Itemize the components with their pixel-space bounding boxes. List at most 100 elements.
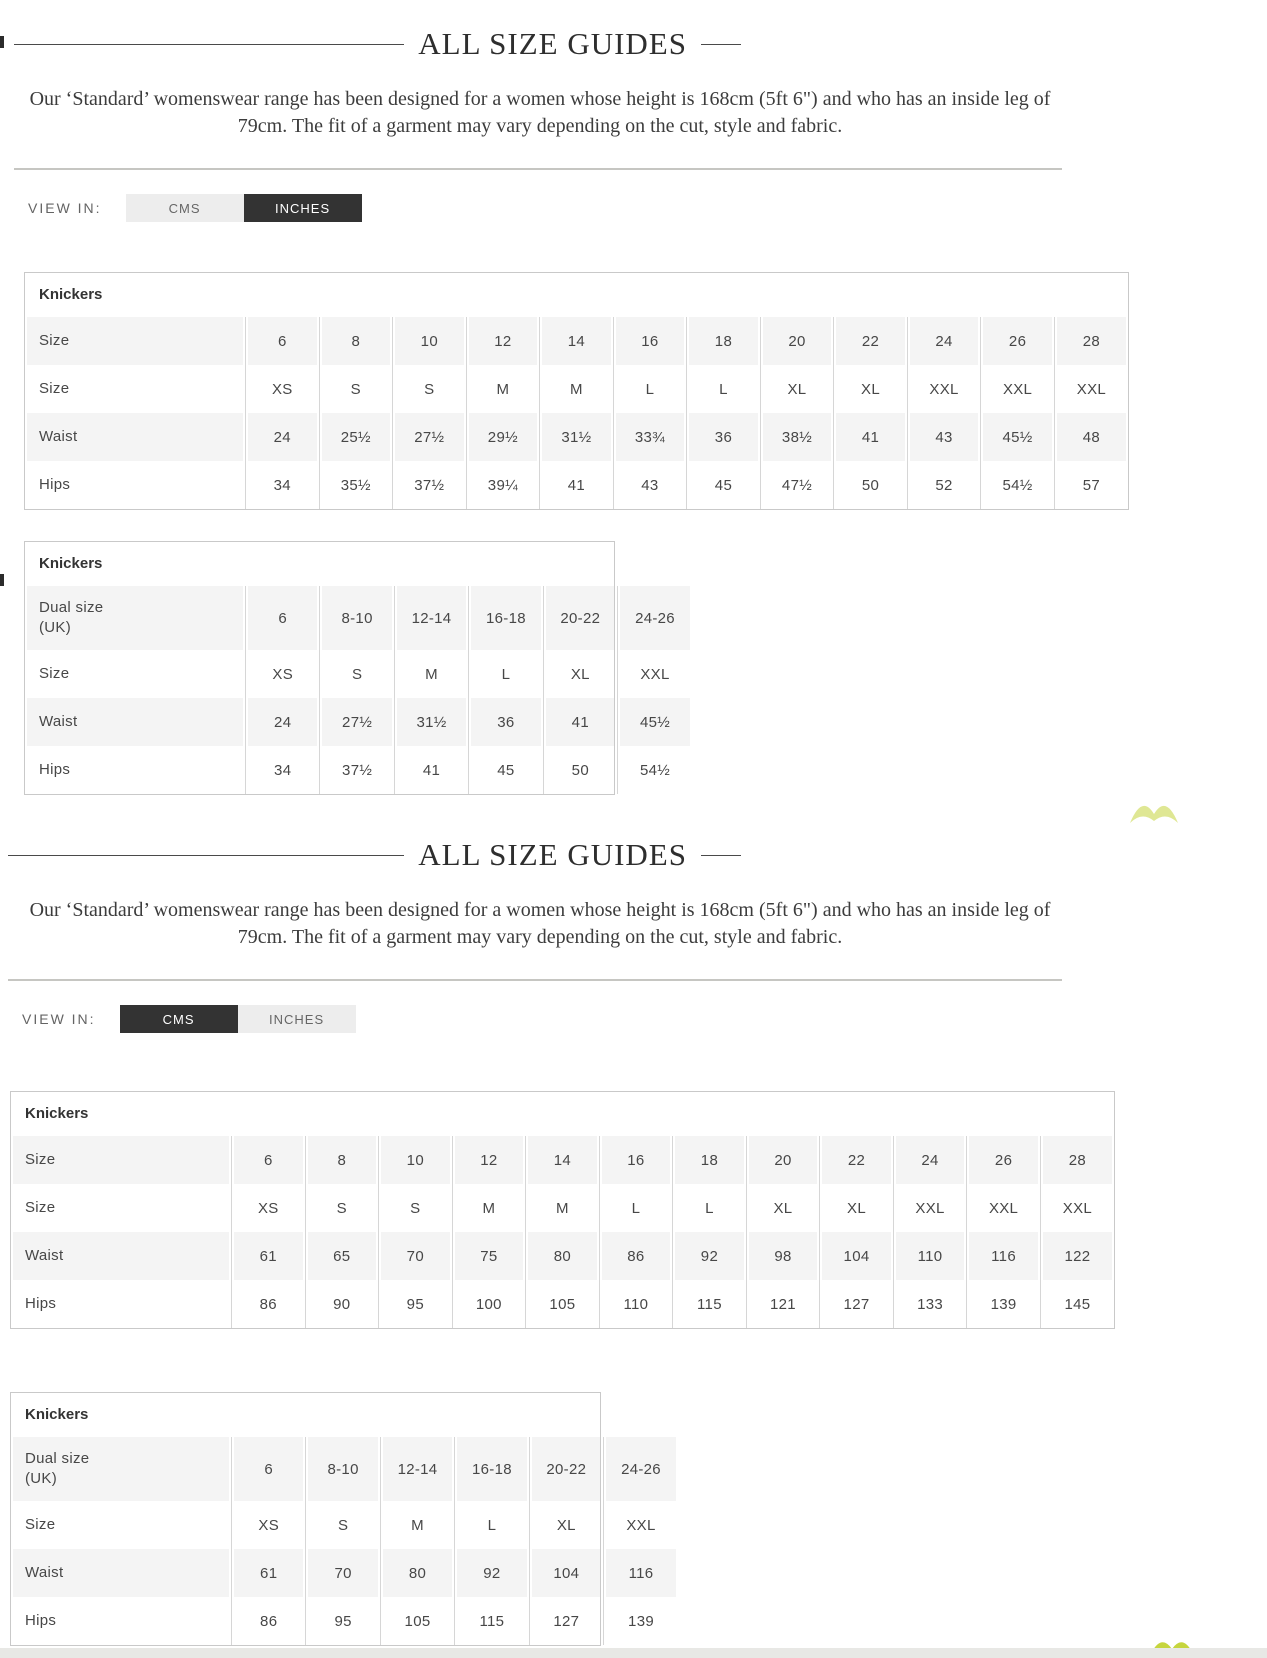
cell-value: 41	[833, 413, 908, 461]
cell-value: 10	[378, 1136, 453, 1184]
cell-value: 139	[966, 1280, 1041, 1328]
cell-value: 127	[819, 1280, 894, 1328]
cell-value: 145	[1039, 1280, 1114, 1328]
row-label: Waist	[25, 698, 246, 746]
cell-value: 28	[1039, 1136, 1114, 1184]
cell-value: 24	[906, 317, 981, 365]
unit-toggle: CMS INCHES	[125, 194, 362, 222]
size-table: Size 6 8 10 12 14 16 18 20 22 24 26 28 Size XS S S M M L L XL…	[11, 1136, 1114, 1328]
cell-value: S	[305, 1501, 381, 1549]
section-divider	[14, 168, 1062, 170]
size-guide-section-cms: ALL SIZE GUIDES Our ‘Standard’ womenswea…	[0, 795, 1115, 1646]
cell-value: S	[318, 365, 393, 413]
cell-value: XL	[542, 650, 618, 698]
cell-value: L	[686, 365, 761, 413]
size-table: Size 6 8 10 12 14 16 18 20 22 24 26 28 Size XS S S M M L L XL…	[25, 317, 1128, 509]
row-label: Hips	[25, 1295, 57, 1312]
cell-value: L	[598, 1184, 673, 1232]
cell-value: XS	[244, 650, 320, 698]
cell-value: 36	[686, 413, 761, 461]
page-title: ALL SIZE GUIDES	[418, 837, 687, 872]
cell-value: 133	[892, 1280, 967, 1328]
cell-value: M	[525, 1184, 600, 1232]
table-row: Waist 24 25½ 27½ 29½ 31½ 33¾ 36 38½ 41 43 45½ 48	[25, 413, 1128, 461]
page-title: ALL SIZE GUIDES	[418, 26, 687, 61]
unit-toggle-group: VIEW IN: CMS INCHES	[28, 194, 1080, 222]
cell-value: 16	[598, 1136, 673, 1184]
table-title: Knickers	[25, 542, 614, 586]
cell-value: 104	[819, 1232, 894, 1280]
table-row: Size XS S M L XL XXL	[25, 650, 692, 698]
cell-value: 139	[603, 1597, 678, 1645]
cell-value: 47½	[759, 461, 834, 509]
cell-value: 38½	[759, 413, 834, 461]
unit-toggle-cms[interactable]: CMS	[119, 1005, 238, 1033]
cell-value: 20	[745, 1136, 820, 1184]
unit-toggle-inches[interactable]: INCHES	[237, 1005, 356, 1033]
cell-value: L	[672, 1184, 747, 1232]
cell-value: XS	[245, 365, 320, 413]
row-label: Dual size (UK)	[11, 1437, 232, 1501]
cell-value: XXL	[906, 365, 981, 413]
cell-value: 6	[230, 1437, 306, 1501]
title-rule-left	[14, 43, 405, 45]
table-title: Knickers	[11, 1092, 1114, 1136]
cell-value: 27½	[319, 698, 395, 746]
cell-value: 110	[892, 1232, 967, 1280]
cell-value: 39¼	[465, 461, 540, 509]
row-label: Hips	[25, 1612, 57, 1629]
cell-value: 16-18	[454, 1437, 530, 1501]
cell-value: 12	[465, 317, 540, 365]
table-row: Waist 24 27½ 31½ 36 41 45½	[25, 698, 692, 746]
unit-toggle-cms[interactable]: CMS	[125, 194, 244, 222]
cell-value: 27½	[392, 413, 467, 461]
cell-value: XXL	[603, 1501, 678, 1549]
cell-value: M	[465, 365, 540, 413]
cell-value: 6	[244, 586, 320, 650]
table-title: Knickers	[11, 1393, 600, 1437]
table-row: Size 6 8 10 12 14 16 18 20 22 24 26 28	[25, 317, 1128, 365]
cell-value: 45	[686, 461, 761, 509]
cell-value: 28	[1053, 317, 1128, 365]
row-label: Size	[39, 665, 70, 682]
cell-value: 35½	[318, 461, 393, 509]
cell-value: 24-26	[617, 586, 692, 650]
row-label: Size	[25, 1199, 56, 1216]
cell-value: 52	[906, 461, 981, 509]
table-row: Waist 61 65 70 75 80 86 92 98 104 110 116 122	[11, 1232, 1114, 1280]
cell-value: 22	[833, 317, 908, 365]
table-row: Hips 34 35½ 37½ 39¼ 41 43 45 47½ 50 52 54½ 57	[25, 461, 1128, 509]
cell-value: 104	[528, 1549, 604, 1597]
row-label: Waist	[11, 1232, 232, 1280]
cell-value: 115	[454, 1597, 530, 1645]
cell-value: 50	[833, 461, 908, 509]
cell-value: 80	[525, 1232, 600, 1280]
knickers-size-table-cms: Knickers Size 6 8 10 12 14 16 18 20 22 24 26 28 Size XS…	[10, 1091, 1115, 1329]
unit-toggle-inches[interactable]: INCHES	[243, 194, 362, 222]
cell-value: 57	[1053, 461, 1128, 509]
cell-value: 6	[231, 1136, 306, 1184]
cell-value: 24	[244, 698, 320, 746]
cell-value: 61	[230, 1549, 306, 1597]
cell-value: 98	[745, 1232, 820, 1280]
cell-value: 37½	[392, 461, 467, 509]
cell-value: 24-26	[603, 1437, 678, 1501]
cell-value: S	[304, 1184, 379, 1232]
cell-value: 45½	[980, 413, 1055, 461]
range-description: Our ‘Standard’ womenswear range has been…	[29, 899, 1051, 948]
cell-value: 31½	[539, 413, 614, 461]
cell-value: M	[451, 1184, 526, 1232]
cell-value: 48	[1053, 413, 1128, 461]
knickers-dual-size-table-inches: Knickers Dual size (UK) 6 8-10 12-14 16-18 20-…	[24, 541, 692, 795]
row-label: Size	[25, 317, 246, 365]
cell-value: 65	[304, 1232, 379, 1280]
cell-value: 100	[451, 1280, 526, 1328]
cell-value: 8-10	[305, 1437, 381, 1501]
cell-value: 54½	[617, 746, 692, 794]
cell-value: 95	[305, 1597, 381, 1645]
cell-value: 75	[451, 1232, 526, 1280]
table-row: Dual size (UK) 6 8-10 12-14 16-18 20-22 24-26	[25, 586, 692, 650]
table-row: Hips 86 95 105 115 127 139	[11, 1597, 678, 1645]
cell-value: 127	[528, 1597, 604, 1645]
